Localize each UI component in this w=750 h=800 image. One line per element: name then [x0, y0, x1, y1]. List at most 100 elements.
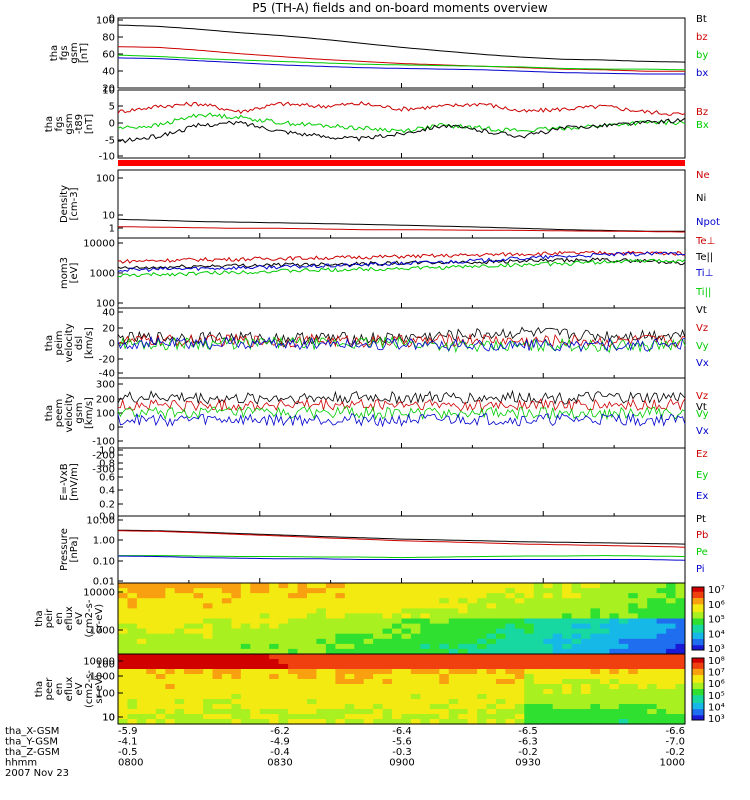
spectro-cell [363, 694, 374, 700]
spectro-cell [250, 598, 261, 604]
spectro-cell [552, 643, 563, 650]
spectro-cell [136, 638, 147, 645]
spectro-cell [392, 654, 402, 660]
spectro-cell [656, 699, 667, 705]
spectro-cell [269, 613, 280, 620]
spectro-cell [240, 623, 251, 630]
legend-bz: bz [696, 32, 708, 43]
spectro-cell [307, 704, 317, 710]
spectro-cell [392, 674, 402, 680]
spectro-cell [240, 709, 251, 715]
colorbar-segment [692, 602, 704, 605]
y-axis-label: (cm2-s- [84, 599, 95, 637]
spectro-cell [618, 603, 629, 609]
spectro-cell [146, 613, 157, 620]
spectro-cell [373, 699, 384, 705]
spectro-cell [392, 664, 402, 670]
colorbar-segment [692, 699, 704, 702]
colorbar-segment [692, 645, 704, 648]
spectro-cell [146, 583, 157, 589]
legend-Te⊥: Te⊥ [695, 236, 715, 247]
spectro-cell [307, 694, 317, 700]
spectro-cell [174, 699, 185, 705]
spectro-cell [524, 654, 535, 660]
spectro-cell [590, 648, 601, 655]
spectro-cell [240, 699, 251, 705]
spectro-cell [656, 709, 667, 715]
spectro-cell [486, 664, 497, 670]
spectro-cell [420, 628, 431, 635]
spectro-cell [250, 633, 261, 640]
colorbar-segment [692, 667, 704, 670]
spectro-cell [278, 598, 289, 604]
spectro-cell [174, 588, 185, 594]
spectro-cell [637, 659, 648, 665]
spectro-cell [118, 638, 128, 645]
spectro-cell [477, 709, 488, 715]
spectro-cell [165, 588, 176, 594]
spectro-cell [514, 623, 525, 630]
footer-row-label: hhmm [5, 758, 37, 769]
spectro-cell [600, 583, 610, 589]
spectro-cell [486, 694, 497, 700]
spectro-cell [656, 679, 667, 685]
spectro-cell [477, 643, 488, 650]
spectro-cell [316, 623, 327, 630]
spectro-cell [363, 628, 374, 635]
spectro-cell [458, 674, 469, 680]
spectro-cell [269, 704, 280, 710]
spectro-cell [118, 709, 128, 715]
spectro-cell [165, 654, 176, 660]
legend-Vz: Vz [696, 323, 708, 334]
spectro-cell [514, 654, 525, 660]
spectro-cell [647, 709, 658, 715]
spectro-cell [288, 638, 299, 645]
spectro-cell [184, 679, 195, 685]
spectro-cell [203, 664, 214, 670]
spectro-cell [467, 613, 478, 620]
spectro-cell [439, 659, 450, 665]
spectro-cell [637, 694, 648, 700]
spectro-cell [458, 598, 469, 604]
spectro-cell [325, 689, 336, 695]
spectro-cell [165, 689, 176, 695]
spectro-cell [543, 714, 554, 720]
spectro-cell [628, 583, 639, 589]
spectro-cell [496, 643, 506, 650]
spectro-cell [505, 603, 516, 609]
spectro-cell [600, 643, 610, 650]
spectro-cell [203, 643, 214, 650]
spectro-cell [118, 719, 128, 725]
y-axis-label: [nPa] [69, 536, 80, 562]
spectro-cell [628, 618, 639, 625]
spectro-cell [562, 669, 573, 675]
spectro-cell [118, 613, 128, 620]
spectro-cell [675, 704, 686, 710]
spectro-cell [675, 593, 686, 599]
spectro-cell [203, 689, 214, 695]
spectro-cell [127, 709, 138, 715]
spectro-cell [165, 603, 176, 609]
spectro-cell [221, 714, 232, 720]
spectro-cell [600, 628, 610, 635]
spectro-cell [307, 689, 317, 695]
spectro-cell [335, 684, 346, 690]
spectro-cell [486, 714, 497, 720]
spectro-cell [373, 704, 384, 710]
spectro-cell [184, 598, 195, 604]
spectro-cell [118, 654, 128, 660]
spectro-cell [571, 714, 582, 720]
series-Ti|| [117, 258, 686, 278]
spectro-cell [269, 659, 280, 665]
spectro-cell [420, 618, 431, 625]
spectro-cell [325, 598, 336, 604]
spectro-cell [193, 623, 204, 630]
spectro-cell [505, 598, 516, 604]
spectro-cell [656, 719, 667, 725]
footer-value: -0.5 [118, 747, 138, 758]
spectro-cell [363, 684, 374, 690]
spectro-cell [581, 638, 591, 645]
spectro-cell [514, 709, 525, 715]
y-tick-label: 0.4 [99, 486, 115, 497]
spectro-cell [118, 633, 128, 640]
